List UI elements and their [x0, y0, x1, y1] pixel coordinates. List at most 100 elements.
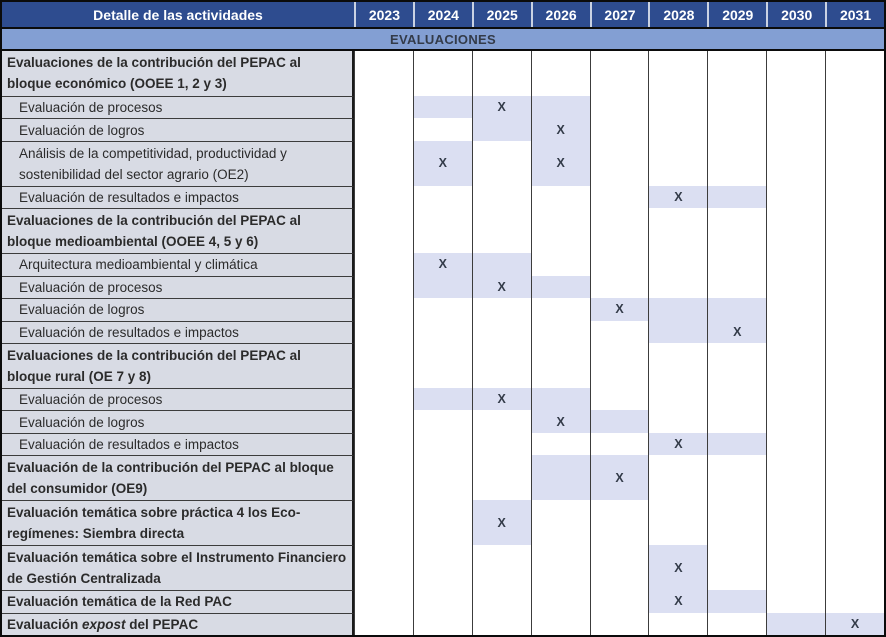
- grid-cell-2030: [766, 612, 826, 636]
- activity-label: Evaluaciones de la contribución del PEPA…: [2, 51, 354, 96]
- grid-cell-2029: [707, 455, 766, 501]
- year-header: 2027: [589, 2, 649, 27]
- activity-row: Evaluación temática sobre práctica 4 los…: [2, 500, 884, 546]
- grid-cell-2030: [766, 410, 825, 433]
- grid-cell-2023: [354, 432, 413, 456]
- grid-cell-2031: [825, 253, 884, 276]
- year-header: 2026: [530, 2, 590, 27]
- grid-cell-2030: [766, 320, 825, 344]
- grid-cell-2025: [471, 298, 531, 321]
- grid-cell-2031: [825, 51, 884, 96]
- activity-row: Evaluación de resultados e impactos X: [2, 432, 884, 456]
- label-italic-segment: expost: [82, 616, 126, 632]
- grid-cell-2026: [530, 612, 590, 636]
- grid-cell-2030: [766, 95, 825, 119]
- grid-cell-2026: [530, 51, 590, 96]
- grid-cell-2027: [589, 320, 649, 344]
- grid-cell-2023: [354, 140, 413, 186]
- grid-cell-2028: [648, 208, 707, 254]
- grid-cell-2030: [766, 208, 825, 254]
- grid-cell-2024: [412, 118, 472, 141]
- activity-label: Evaluación de la contribución del PEPAC …: [2, 455, 354, 501]
- grid-cell-2028: [648, 612, 707, 636]
- grid-cell-2031: [825, 432, 884, 456]
- grid-cell-2024: [412, 95, 472, 119]
- grid-cell-2024: [412, 298, 472, 321]
- year-header: 2030: [766, 2, 825, 27]
- grid-cell-2029: [707, 51, 766, 96]
- grid-cell-2024: [412, 590, 472, 613]
- grid-cell-2023: [354, 387, 413, 411]
- grid-cell-2027: [589, 590, 649, 613]
- grid-cell-2028: [648, 387, 707, 411]
- grid-cell-2027: [589, 51, 649, 96]
- grid-cell-2025: [471, 343, 531, 388]
- table-header-row: Detalle de las actividades 2023 2024 2025 2…: [2, 2, 884, 29]
- activity-label: Evaluación de resultados e impactos: [2, 320, 354, 344]
- grid-cell-2027: [589, 343, 649, 388]
- grid-cell-2031: [825, 410, 884, 433]
- grid-cell-2026-marked: X: [530, 140, 590, 186]
- label-segment: del PEPAC: [125, 616, 199, 632]
- grid-cell-2026-marked: X: [530, 118, 590, 141]
- grid-cell-2026: [530, 320, 590, 344]
- grid-cell-2026: [530, 185, 590, 209]
- grid-cell-2031: [825, 590, 884, 613]
- activity-label: Evaluación de logros: [2, 118, 354, 141]
- grid-cell-2023: [354, 343, 413, 388]
- grid-cell-2030: [766, 51, 825, 96]
- grid-cell-2031: [825, 500, 884, 546]
- grid-cell-2028: [648, 343, 707, 388]
- grid-cell-2029: [707, 298, 767, 321]
- grid-cell-2029: [707, 590, 767, 613]
- grid-cell-2031: [825, 320, 884, 344]
- grid-cell-2024: [412, 545, 472, 591]
- grid-cell-2028: [648, 455, 707, 501]
- grid-cell-2024: [412, 455, 472, 501]
- activity-row: Análisis de la competitividad, productiv…: [2, 140, 884, 186]
- grid-cell-2028: [648, 500, 707, 546]
- grid-cell-2026: [530, 298, 590, 321]
- grid-cell-2025: [471, 455, 531, 501]
- activity-row: Evaluación de logros X: [2, 118, 884, 141]
- table-body: Evaluaciones de la contribución del PEPA…: [2, 51, 885, 636]
- activity-label: Evaluación expost del PEPAC: [2, 612, 354, 636]
- grid-cell-2023: [354, 545, 413, 591]
- activity-row: Evaluaciones de la contribución del PEPA…: [2, 343, 884, 388]
- grid-cell-2026: [530, 387, 590, 411]
- grid-cell-2023: [354, 590, 413, 613]
- grid-cell-2025: [471, 140, 531, 186]
- grid-cell-2031: [825, 208, 884, 254]
- grid-cell-2031: [825, 387, 884, 411]
- grid-cell-2024: [412, 612, 472, 636]
- grid-cell-2023: [354, 275, 413, 299]
- grid-cell-2023: [354, 455, 413, 501]
- activity-label: Evaluación temática sobre el Instrumento…: [2, 545, 354, 591]
- grid-cell-2031: [825, 95, 884, 119]
- grid-cell-2031-marked: X: [825, 612, 885, 636]
- grid-cell-2030: [766, 590, 825, 613]
- activity-row: Evaluación de logros X: [2, 410, 884, 433]
- grid-cell-2024: [412, 185, 472, 209]
- activity-row: Evaluación de procesos X: [2, 95, 884, 119]
- grid-cell-2024: [412, 387, 472, 411]
- grid-cell-2027: [589, 253, 649, 276]
- activity-label: Evaluación de procesos: [2, 275, 354, 299]
- grid-cell-2023: [354, 95, 413, 119]
- grid-cell-2027: [589, 387, 649, 411]
- grid-cell-2026: [530, 343, 590, 388]
- grid-cell-2023: [354, 298, 413, 321]
- grid-cell-2023: [354, 185, 413, 209]
- grid-cell-2029: [707, 208, 766, 254]
- activity-label: Evaluación temática sobre práctica 4 los…: [2, 500, 354, 546]
- grid-cell-2024: [412, 208, 472, 254]
- grid-cell-2024: [412, 343, 472, 388]
- grid-cell-2025: [471, 185, 531, 209]
- activity-row: Evaluación de resultados e impactos X: [2, 185, 884, 209]
- activity-label: Evaluación de resultados e impactos: [2, 432, 354, 456]
- activity-row: Arquitectura medioambiental y climática X: [2, 253, 884, 276]
- activity-label: Evaluación de logros: [2, 298, 354, 321]
- grid-cell-2029: [707, 275, 766, 299]
- grid-cell-2030: [766, 185, 825, 209]
